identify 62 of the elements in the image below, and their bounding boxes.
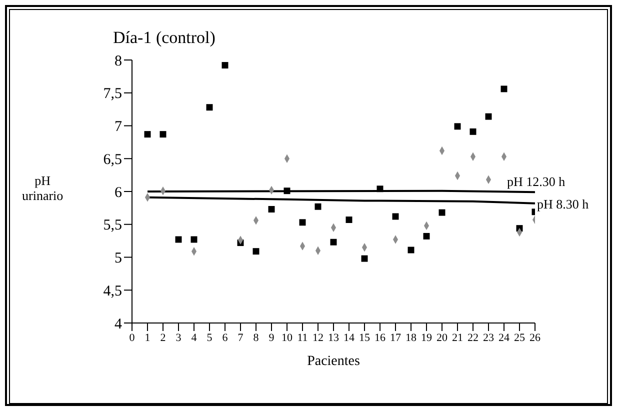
x-tick-label: 24 <box>498 332 510 344</box>
x-tick-label: 0 <box>129 332 136 344</box>
x-tick-label: 26 <box>530 332 541 344</box>
x-tick-label: 10 <box>282 332 293 344</box>
point <box>376 186 384 192</box>
x-tick-label: 13 <box>328 332 340 344</box>
point <box>423 232 430 240</box>
point <box>361 255 368 262</box>
y-axis-title: pH urinario <box>22 173 64 203</box>
x-tick-label: 18 <box>406 332 417 344</box>
point <box>485 113 492 120</box>
y-tick-label: 5 <box>114 250 122 267</box>
x-tick-label: 11 <box>297 332 308 344</box>
y-tick-label: 4,5 <box>103 283 122 300</box>
x-axis-title: Pacientes <box>307 354 360 369</box>
x-tick-label: 1 <box>144 332 150 344</box>
x-tick-label: 9 <box>268 332 275 344</box>
y-tick-label: 4 <box>114 316 122 332</box>
point <box>268 206 275 212</box>
point <box>284 188 290 194</box>
point <box>252 248 260 255</box>
y-tick-label: 7,5 <box>103 86 122 102</box>
x-tick-label: 16 <box>374 332 386 344</box>
x-tick-label: 14 <box>344 332 355 344</box>
x-tick-label: 12 <box>312 332 324 344</box>
point <box>500 86 508 92</box>
y-tick-label: 8 <box>114 53 122 70</box>
x-tick-label: 20 <box>436 332 448 344</box>
x-tick-label: 4 <box>191 332 198 344</box>
x-tick-label: 15 <box>359 332 370 344</box>
y-tick-label: 6,5 <box>103 152 122 168</box>
point <box>454 123 461 130</box>
point <box>160 131 166 138</box>
point <box>314 203 322 210</box>
x-tick-label: 22 <box>468 332 478 344</box>
y-tick-label: 5,5 <box>103 218 122 234</box>
x-tick-label: 7 <box>238 332 244 344</box>
point <box>206 104 213 111</box>
x-tick-label: 19 <box>421 332 432 344</box>
x-tick-label: 3 <box>176 332 182 344</box>
point <box>470 128 476 135</box>
point <box>346 216 352 224</box>
series-label: pH 12.30 h <box>507 174 566 190</box>
point <box>408 246 414 254</box>
point <box>222 62 228 68</box>
x-tick-label: 8 <box>253 332 260 344</box>
y-tick-label: 7 <box>114 119 122 136</box>
point <box>330 238 337 246</box>
x-tick-label: 25 <box>514 332 526 344</box>
x-tick-label: 5 <box>206 332 213 344</box>
x-tick-label: 17 <box>390 332 402 344</box>
point <box>144 131 151 138</box>
point <box>438 209 446 216</box>
x-tick-label: 2 <box>160 332 166 344</box>
point <box>392 213 399 220</box>
x-tick-label: 6 <box>222 332 228 344</box>
y-tick-label: 6 <box>114 184 122 201</box>
series-label: pH 8.30 h <box>537 196 590 212</box>
x-tick-label: 21 <box>452 332 463 344</box>
chart-title: Día-1 (control) <box>113 28 216 48</box>
x-tick-label: 23 <box>483 332 494 344</box>
point <box>299 219 306 226</box>
